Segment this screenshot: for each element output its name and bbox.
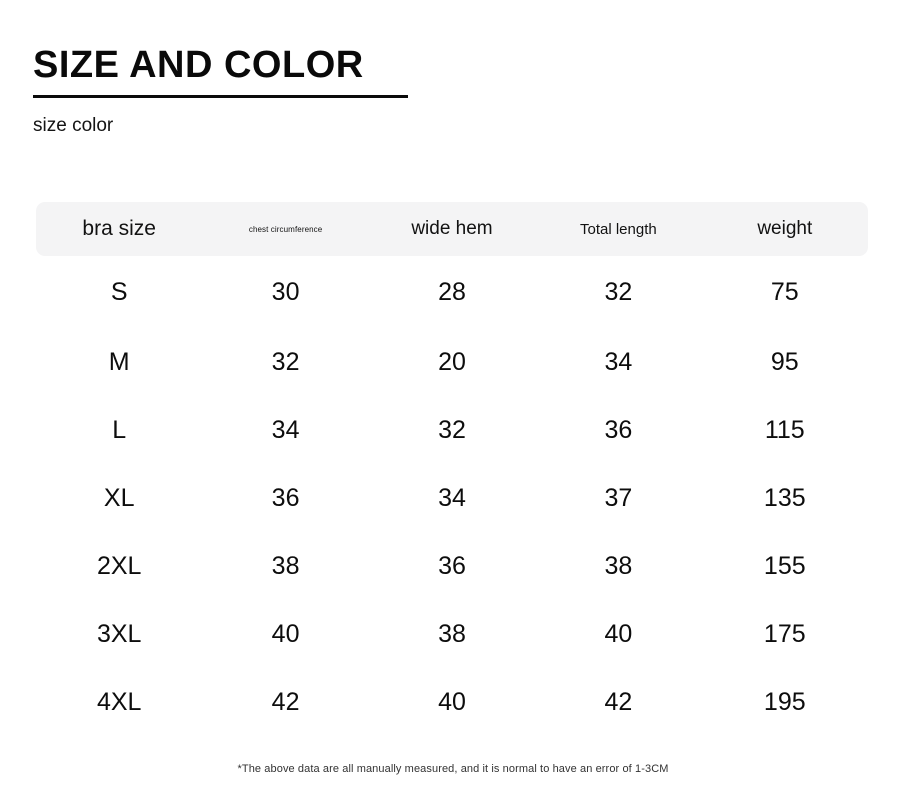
cell-weight: 115 <box>764 415 805 444</box>
size-table-body: S 30 28 32 75 M 32 20 34 95 L 34 32 <box>36 256 868 736</box>
cell-chest: 32 <box>271 347 300 376</box>
cell-hem: 32 <box>438 415 466 444</box>
size-table-header: bra size chest circumference wide hem To… <box>36 202 868 256</box>
cell-hem: 36 <box>438 551 466 580</box>
cell-chest: 42 <box>271 687 300 716</box>
table-row: 3XL 40 38 40 175 <box>36 600 868 668</box>
cell-size: 3XL <box>96 619 142 648</box>
cell-length: 34 <box>604 347 633 376</box>
column-header-chest-circumference: chest circumference <box>248 224 323 234</box>
cell-chest: 34 <box>271 415 300 444</box>
cell-size: XL <box>103 483 135 512</box>
cell-hem: 38 <box>438 619 466 648</box>
cell-chest: 30 <box>271 277 300 306</box>
cell-weight: 195 <box>763 687 806 716</box>
column-header-wide-hem: wide hem <box>411 218 493 239</box>
cell-hem: 28 <box>438 277 466 306</box>
cell-length: 40 <box>604 619 633 648</box>
table-row: L 34 32 36 115 <box>36 396 868 464</box>
cell-length: 36 <box>604 415 633 444</box>
cell-size: 4XL <box>96 687 142 716</box>
cell-length: 32 <box>604 277 633 306</box>
cell-chest: 36 <box>271 483 300 512</box>
table-row: S 30 28 32 75 <box>36 256 868 328</box>
measurement-disclaimer: *The above data are all manually measure… <box>237 763 669 775</box>
cell-hem: 40 <box>438 687 466 716</box>
cell-chest: 40 <box>271 619 300 648</box>
cell-size: 2XL <box>96 551 142 580</box>
cell-size: S <box>110 277 128 306</box>
table-row: 4XL 42 40 42 195 <box>36 668 868 736</box>
cell-weight: 95 <box>770 347 799 376</box>
column-header-bra-size: bra size <box>82 217 156 240</box>
cell-length: 42 <box>604 687 633 716</box>
cell-size: L <box>112 415 127 444</box>
page-subtitle: size color <box>33 114 114 136</box>
cell-size: M <box>108 347 130 376</box>
cell-weight: 135 <box>763 483 806 512</box>
document-header: SIZE AND COLOR size color <box>33 44 853 138</box>
cell-weight: 75 <box>770 277 799 306</box>
cell-hem: 34 <box>438 483 466 512</box>
cell-weight: 175 <box>763 619 806 648</box>
table-row: 2XL 38 36 38 155 <box>36 532 868 600</box>
size-table-container: bra size chest circumference wide hem To… <box>36 202 868 736</box>
table-header-row: bra size chest circumference wide hem To… <box>36 202 868 256</box>
cell-chest: 38 <box>271 551 300 580</box>
column-header-weight: weight <box>757 218 813 239</box>
table-row: M 32 20 34 95 <box>36 328 868 396</box>
cell-weight: 155 <box>763 551 806 580</box>
cell-length: 37 <box>604 483 633 512</box>
cell-hem: 20 <box>438 347 466 376</box>
size-table: bra size chest circumference wide hem To… <box>36 202 868 736</box>
table-row: XL 36 34 37 135 <box>36 464 868 532</box>
title-underline-rule <box>33 94 408 98</box>
cell-length: 38 <box>604 551 633 580</box>
column-header-total-length: Total length <box>580 220 657 238</box>
page-title: SIZE AND COLOR <box>33 44 364 86</box>
